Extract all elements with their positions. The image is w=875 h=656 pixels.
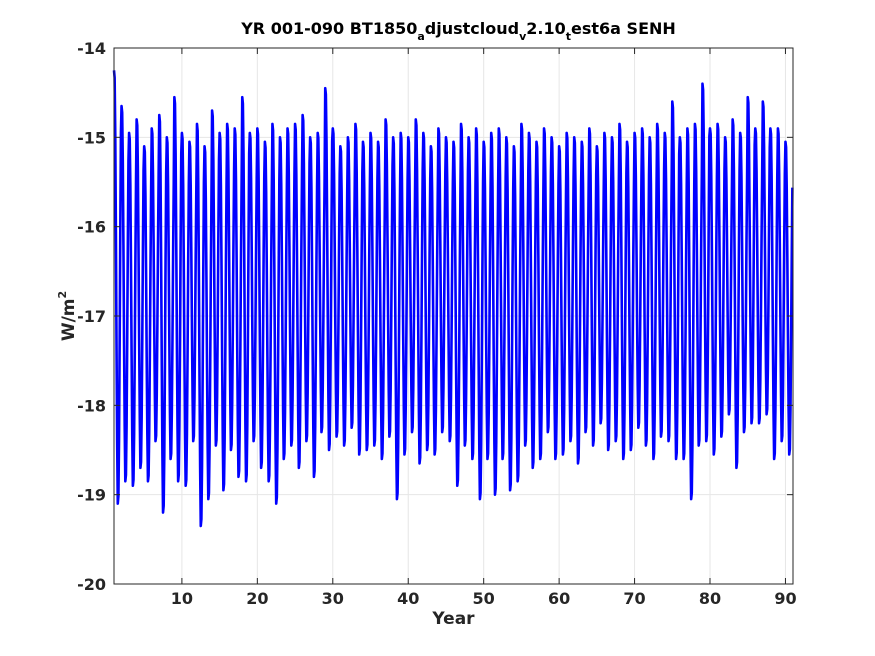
title-text: YR 001-090 BT1850 bbox=[240, 19, 417, 38]
y-tick-label: -16 bbox=[77, 218, 106, 237]
y-tick-label: -15 bbox=[77, 128, 106, 147]
title-text: 2.10 bbox=[526, 19, 565, 38]
x-tick-label: 90 bbox=[774, 589, 796, 608]
x-tick-label: 80 bbox=[699, 589, 721, 608]
plot-area bbox=[112, 70, 794, 528]
y-axis-title-main: W/m bbox=[59, 298, 79, 341]
x-tick-label: 50 bbox=[473, 589, 495, 608]
y-tick-label: -18 bbox=[77, 396, 106, 415]
x-tick-label: 70 bbox=[623, 589, 645, 608]
series-line bbox=[112, 70, 794, 528]
y-tick-label: -20 bbox=[77, 575, 106, 594]
y-axis-title-superscript: 2 bbox=[56, 291, 69, 299]
y-tick-label: -14 bbox=[77, 39, 106, 58]
x-tick-label: 20 bbox=[246, 589, 268, 608]
title-text: est6a SENH bbox=[571, 19, 676, 38]
x-tick-label: 10 bbox=[171, 589, 193, 608]
y-tick-label: -17 bbox=[77, 307, 106, 326]
title-subscript: t bbox=[566, 30, 571, 43]
title-subscript: v bbox=[519, 30, 527, 43]
x-tick-label: 60 bbox=[548, 589, 570, 608]
y-axis-title: W/m2 bbox=[56, 291, 79, 341]
y-tick-label: -19 bbox=[77, 486, 106, 505]
x-tick-label: 40 bbox=[397, 589, 419, 608]
chart-title: YR 001-090 BT1850adjustcloudv2.10test6a … bbox=[240, 19, 676, 43]
x-tick-label: 30 bbox=[322, 589, 344, 608]
ticks: 10 20 30 40 50 60 70 80 90 -20 -19 -18 -17 -16 -15 -14 bbox=[77, 39, 796, 608]
title-text: djustcloud bbox=[425, 19, 519, 38]
x-axis-title: Year bbox=[431, 609, 475, 629]
title-subscript: a bbox=[417, 30, 424, 43]
